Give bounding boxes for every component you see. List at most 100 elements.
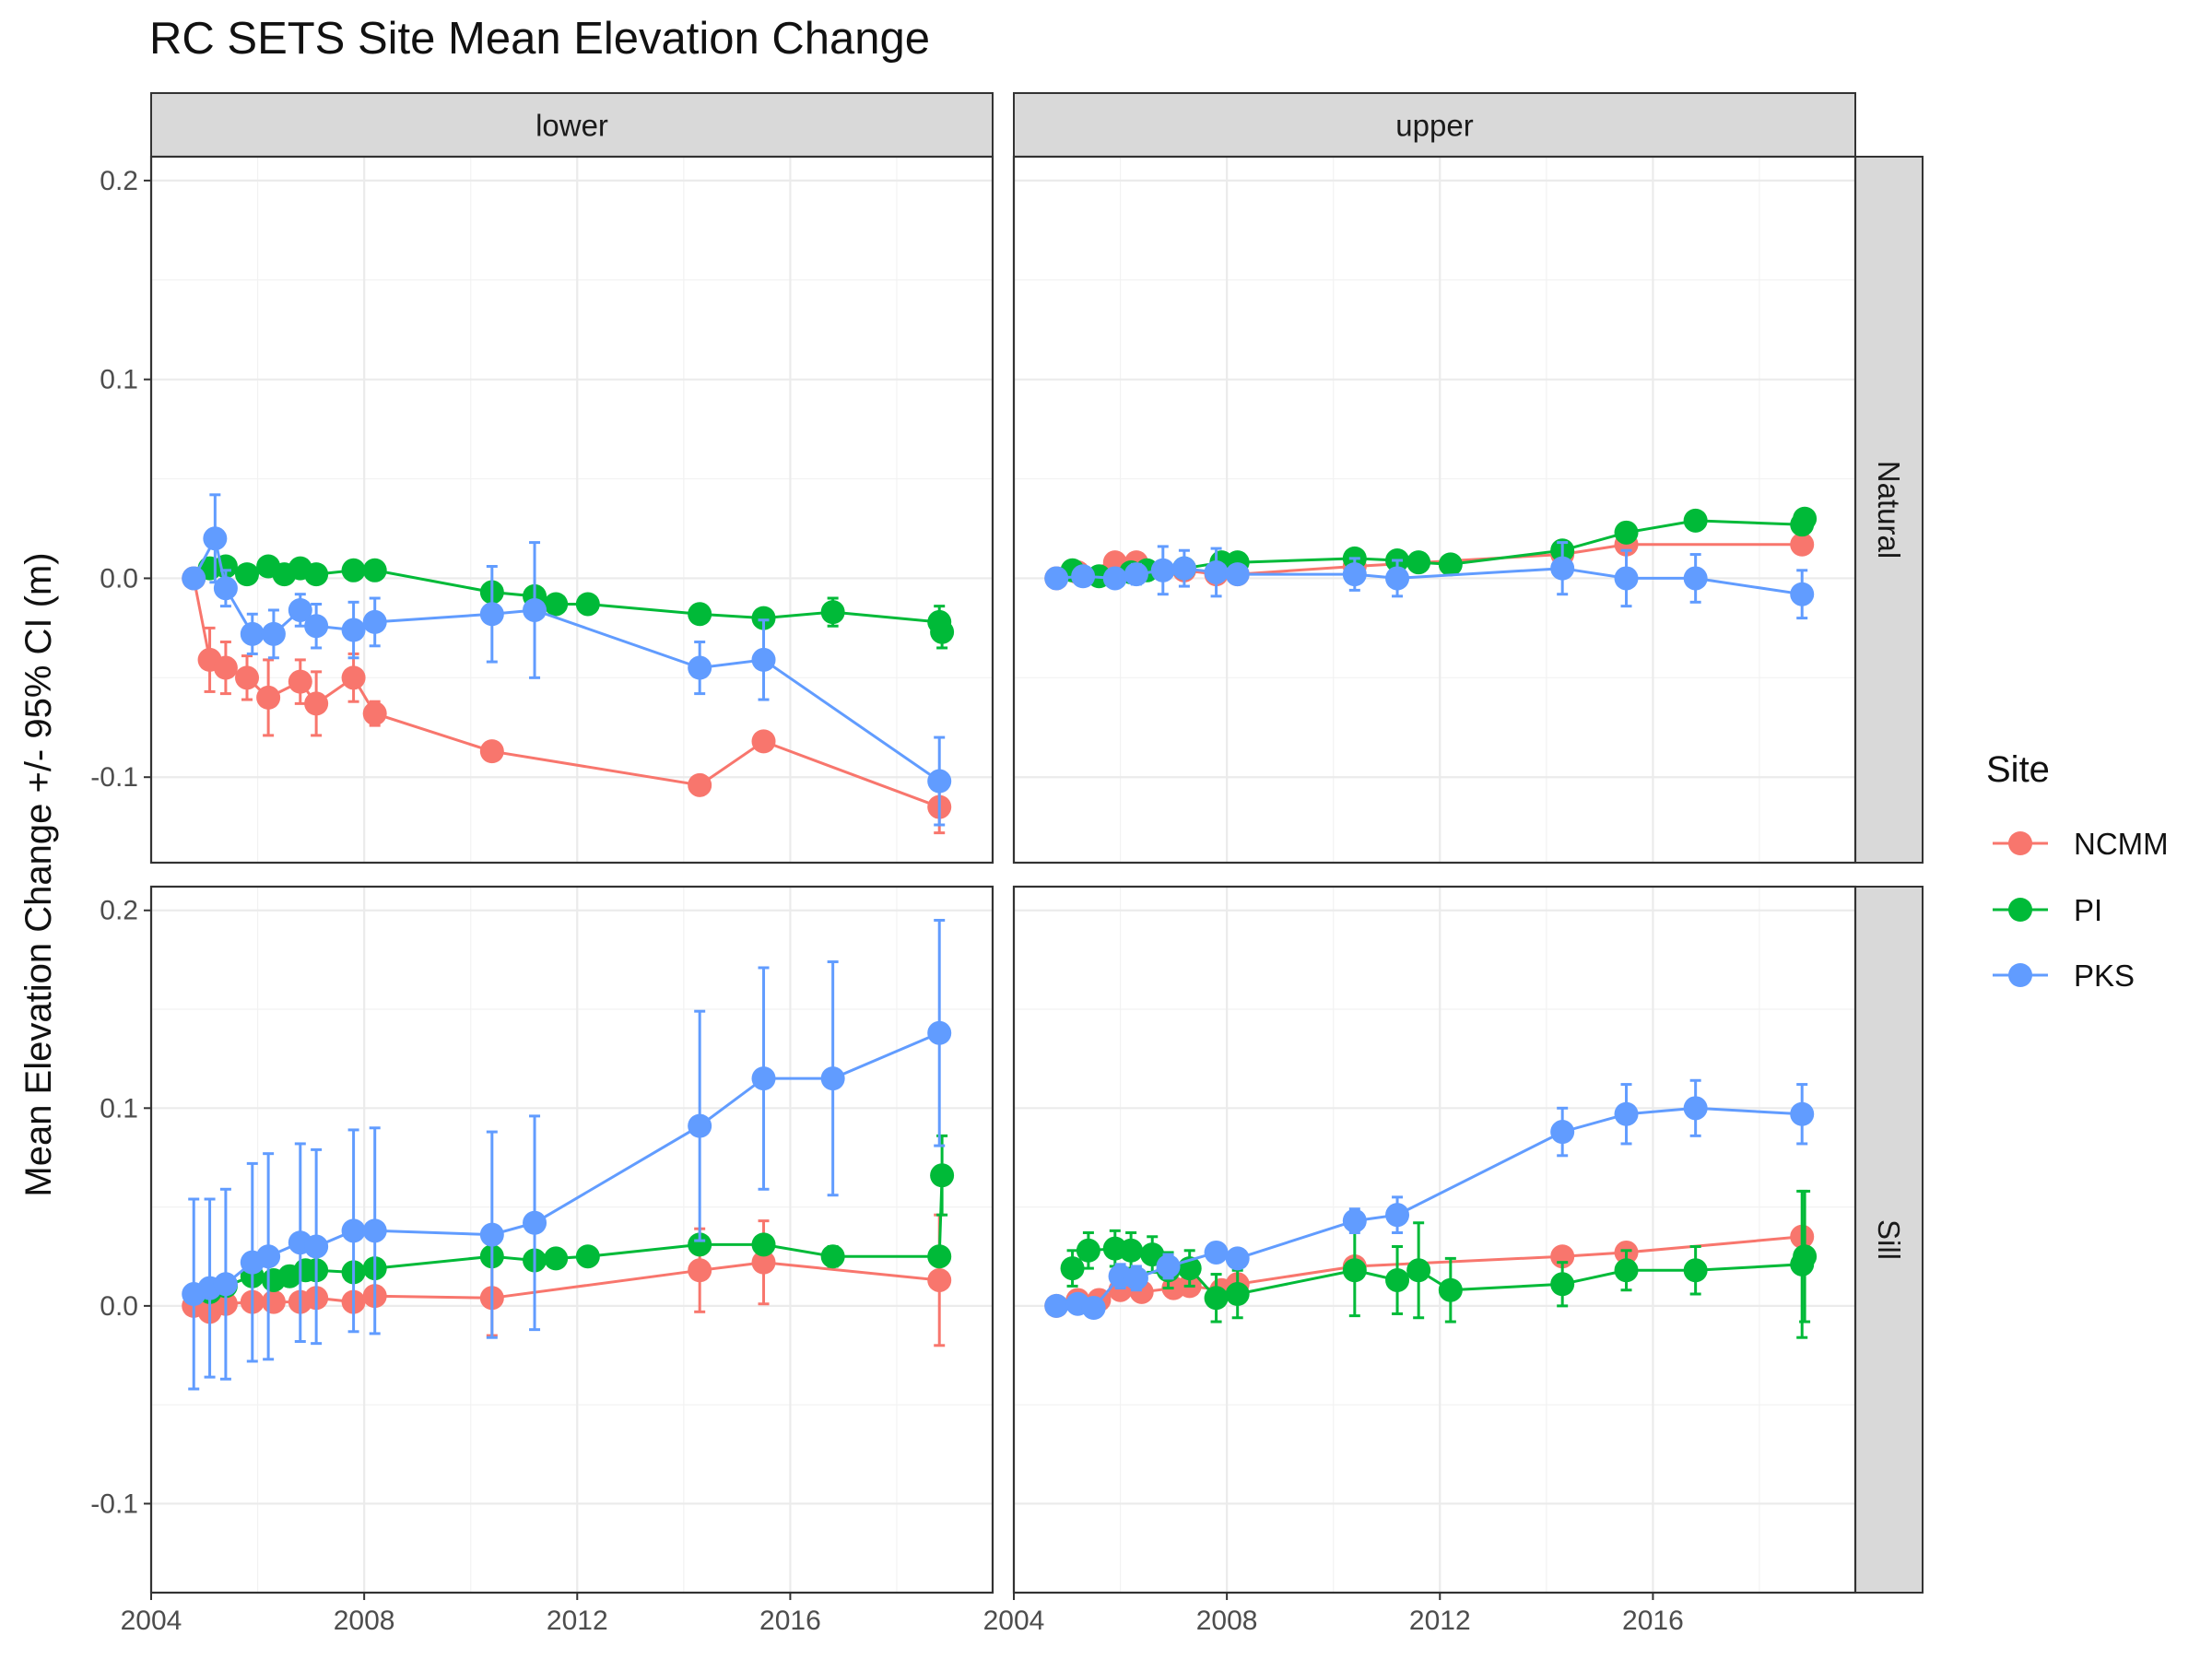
data-point-pi	[575, 1244, 600, 1269]
data-point-pks	[1156, 1253, 1181, 1278]
data-point-pi	[927, 1244, 952, 1269]
facet-strip-upper	[1013, 92, 1856, 158]
panel-upper-natural-border	[1012, 155, 1857, 865]
x-tick-label: 2012	[1409, 1606, 1471, 1636]
facet-strip-sill	[1854, 886, 1924, 1594]
data-point-pks	[1550, 1120, 1575, 1145]
y-tick-label: -0.1	[90, 1488, 138, 1519]
data-point-pks	[523, 597, 547, 622]
data-point-pi	[362, 558, 387, 582]
data-point-ncmm	[341, 665, 366, 690]
data-point-pi	[1385, 1267, 1410, 1292]
data-point-pks	[1683, 1096, 1708, 1121]
legend-label-pks: PKS	[2074, 959, 2135, 993]
panel-lower-sill-background	[151, 887, 993, 1593]
data-point-pks	[688, 655, 712, 680]
data-point-pks	[1102, 566, 1127, 591]
data-point-ncmm	[213, 655, 238, 680]
data-point-pks	[1614, 1101, 1639, 1126]
data-point-ncmm	[256, 685, 281, 710]
data-point-pks	[362, 609, 387, 634]
data-point-pi	[1550, 1272, 1575, 1297]
data-point-pi	[751, 606, 776, 630]
data-point-pi	[688, 602, 712, 627]
data-point-pks	[1204, 559, 1229, 584]
data-point-pi	[341, 558, 366, 582]
x-tick-label: 2004	[983, 1606, 1045, 1636]
data-point-pks	[341, 1218, 366, 1243]
data-point-pi	[1406, 1258, 1431, 1283]
data-point-pi	[235, 562, 260, 587]
y-axis-title: Mean Elevation Change +/- 95% CI (m)	[18, 552, 59, 1196]
data-point-pi	[1438, 552, 1463, 577]
data-point-pks	[182, 566, 206, 591]
data-point-ncmm	[304, 691, 329, 716]
data-point-ncmm	[688, 772, 712, 797]
panel-upper-sill-border	[1012, 885, 1857, 1594]
data-point-pks	[1171, 556, 1196, 581]
x-tick-label: 2016	[1622, 1606, 1684, 1636]
data-point-pks	[523, 1210, 547, 1235]
data-point-pi	[304, 562, 329, 587]
panel-upper-sill-background	[1014, 887, 1855, 1593]
legend-key-point-pks	[2008, 963, 2032, 987]
data-point-pks	[213, 576, 238, 601]
data-point-pi	[1438, 1277, 1463, 1302]
data-point-pks	[1150, 558, 1175, 582]
data-point-ncmm	[751, 729, 776, 754]
data-point-pi	[544, 592, 569, 617]
data-point-pks	[304, 614, 329, 639]
data-point-pi	[930, 619, 955, 644]
x-tick-label: 2008	[334, 1606, 395, 1636]
data-point-pks	[288, 597, 312, 622]
data-point-pi	[820, 600, 845, 625]
x-tick-label: 2016	[759, 1606, 821, 1636]
data-point-pks	[688, 1113, 712, 1138]
data-point-ncmm	[1550, 1244, 1575, 1269]
data-point-pi	[575, 592, 600, 617]
data-point-pks	[1124, 1265, 1148, 1290]
data-point-pi	[1614, 1258, 1639, 1283]
data-point-ncmm	[362, 701, 387, 726]
y-tick-label: 0.0	[100, 563, 138, 594]
y-tick-label: 0.2	[100, 166, 138, 196]
data-point-ncmm	[927, 1267, 952, 1292]
data-point-ncmm	[288, 669, 312, 694]
data-point-pks	[256, 1244, 281, 1269]
panel-lower-sill-border	[149, 885, 994, 1594]
facet-label-upper: upper	[1395, 109, 1473, 143]
data-point-pks	[1385, 566, 1410, 591]
data-point-pks	[479, 1222, 504, 1247]
data-point-pks	[341, 618, 366, 642]
facet-label-sill: Sill	[1872, 1219, 1906, 1260]
data-point-ncmm	[1790, 532, 1815, 557]
data-point-pks	[1790, 1101, 1815, 1126]
data-point-pi	[820, 1244, 845, 1269]
data-point-ncmm	[235, 665, 260, 690]
y-tick-label: 0.1	[100, 365, 138, 395]
data-point-pi	[1793, 1244, 1818, 1269]
legend-key-point-ncmm	[2008, 831, 2032, 855]
facet-strip-lower	[150, 92, 994, 158]
data-point-pks	[1342, 1208, 1367, 1233]
data-point-ncmm	[751, 1250, 776, 1275]
data-point-pks	[1385, 1203, 1410, 1228]
data-point-pks	[261, 621, 286, 646]
data-point-pks	[1550, 556, 1575, 581]
data-point-pi	[1076, 1238, 1100, 1263]
data-point-pi	[1060, 1256, 1085, 1281]
legend-title: Site	[1986, 749, 2050, 790]
data-point-pks	[213, 1272, 238, 1297]
facet-label-lower: lower	[535, 109, 608, 143]
data-point-pi	[688, 1232, 712, 1257]
data-point-pks	[927, 769, 952, 794]
data-point-pi	[1204, 1286, 1229, 1311]
y-tick-label: 0.2	[100, 896, 138, 926]
y-tick-label: 0.0	[100, 1291, 138, 1322]
data-point-pks	[1071, 564, 1096, 589]
legend-label-pi: PI	[2074, 893, 2102, 927]
panel-lower-natural-background	[151, 157, 993, 863]
data-point-pks	[751, 647, 776, 672]
data-point-pks	[240, 621, 265, 646]
